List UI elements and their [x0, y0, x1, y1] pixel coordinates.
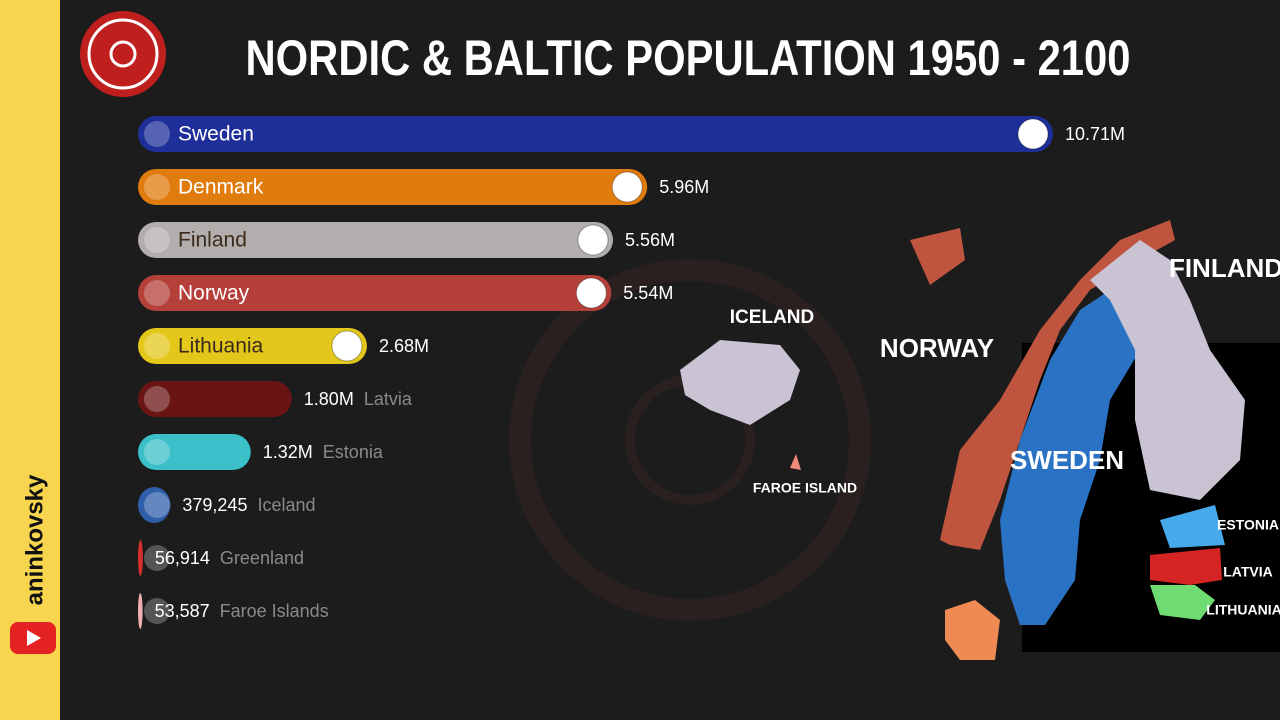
category-label: Denmark — [178, 176, 264, 199]
category-label: Faroe Islands — [220, 601, 329, 621]
watermark — [509, 259, 871, 621]
map-label: FAROE ISLAND — [753, 480, 857, 496]
emblem — [144, 386, 170, 412]
youtube-icon — [10, 622, 56, 654]
flag — [331, 330, 363, 362]
flag — [575, 277, 607, 309]
value-label: 1.32M — [263, 442, 313, 462]
bar — [138, 169, 648, 205]
side-strip — [0, 0, 60, 720]
bar — [138, 487, 171, 523]
bar — [138, 222, 614, 258]
value-label: 1.80M — [304, 389, 354, 409]
flag — [1017, 118, 1049, 150]
category-label: Greenland — [220, 548, 304, 568]
map-label: ICELAND — [730, 307, 814, 328]
chart-title: NORDIC & BALTIC POPULATION 1950 - 2100 — [246, 30, 1131, 86]
map-label: NORWAY — [880, 333, 994, 363]
value-label: 5.96M — [659, 177, 709, 197]
value-label: 5.56M — [625, 230, 675, 250]
emblem — [144, 492, 170, 518]
map-label: LATVIA — [1223, 564, 1273, 580]
emblem — [144, 227, 170, 253]
bar — [138, 116, 1053, 152]
bar — [138, 275, 612, 311]
emblem — [144, 439, 170, 465]
category-label: Sweden — [178, 123, 254, 146]
emblem — [144, 545, 170, 571]
bar — [138, 540, 143, 576]
bar — [138, 593, 143, 629]
category-label: Iceland — [257, 495, 315, 515]
channel-name: aninkovsky — [21, 474, 48, 605]
logo — [80, 11, 166, 97]
map-label: ESTONIA — [1217, 517, 1279, 533]
value-label: 379,245 — [182, 495, 247, 515]
category-label: Finland — [178, 229, 247, 252]
map-label: SWEDEN — [1010, 445, 1124, 475]
category-label: Norway — [178, 282, 250, 305]
category-label: Latvia — [364, 389, 413, 409]
map — [680, 220, 1280, 660]
flag — [577, 224, 609, 256]
map-label: LITHUANIA — [1206, 602, 1280, 618]
emblem — [144, 121, 170, 147]
emblem — [144, 598, 170, 624]
emblem — [144, 280, 170, 306]
value-label: 56,914 — [155, 548, 210, 568]
emblem — [144, 333, 170, 359]
bar — [138, 328, 367, 364]
bar — [138, 434, 251, 470]
category-label: Lithuania — [178, 335, 264, 358]
value-label: 53,587 — [155, 601, 210, 621]
bar — [138, 381, 292, 417]
value-label: 5.54M — [623, 283, 673, 303]
category-label: Estonia — [323, 442, 384, 462]
emblem — [144, 174, 170, 200]
value-label: 10.71M — [1065, 124, 1125, 144]
flag — [611, 171, 643, 203]
map-label: FINLAND — [1169, 253, 1280, 283]
value-label: 2.68M — [379, 336, 429, 356]
